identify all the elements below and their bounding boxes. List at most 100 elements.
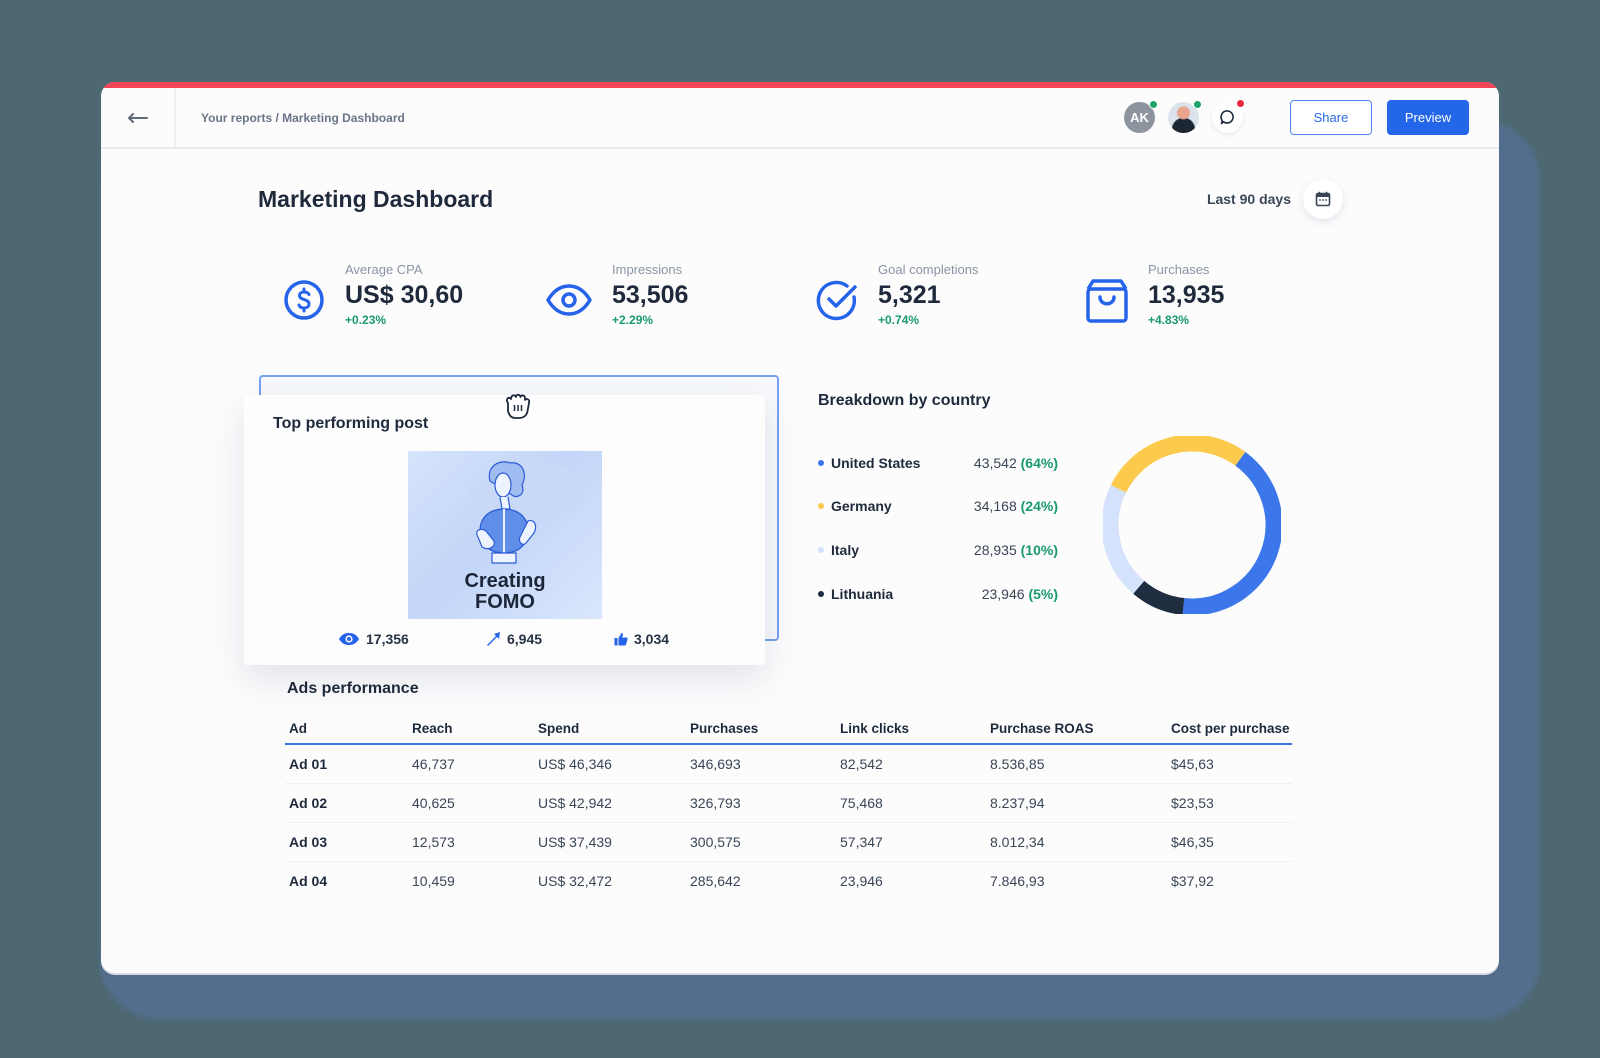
donut-segment-lithuania[interactable] [1133,580,1185,614]
kpi-value: 13,935 [1148,281,1225,309]
cell-spend: US$ 42,942 [534,783,686,823]
kpi-row: Average CPA US$ 30,60 +0.23% Impressions… [101,262,1499,342]
kpi-average-cpa: Average CPA US$ 30,60 +0.23% [281,262,463,327]
thumbs-up-icon [614,633,628,646]
cell-spend: US$ 32,472 [538,872,612,889]
dashboard-window: Your reports / Marketing Dashboard AK Sh… [101,82,1499,973]
country-count: 23,946 [981,586,1025,602]
column-header-reach[interactable]: Reach [408,714,534,745]
post-thumbnail[interactable]: Creating FOMO [408,451,602,619]
country-percent: (24%) [1020,498,1058,514]
table-row[interactable]: Ad 01 46,737 US$ 46,346 346,693 82,542 8… [285,744,1292,784]
legend-dot [818,547,824,553]
cell-spend: US$ 46,346 [534,744,686,784]
post-likes-value: 3,034 [634,631,670,647]
header-actions: AK Share Preview [1124,88,1469,147]
preview-button[interactable]: Preview [1387,100,1469,135]
calendar-button[interactable] [1303,179,1343,219]
caption-line-1: Creating [464,570,546,592]
share-button[interactable]: Share [1290,100,1372,135]
eye-icon [546,284,592,316]
column-header-ad[interactable]: Ad [285,714,408,745]
kpi-label: Average CPA [345,262,423,277]
country-row-lithuania: Lithuania 23,946 (5%) [818,584,1058,604]
comments-button[interactable] [1212,99,1245,133]
notification-dot [1236,99,1245,108]
cell-purchases: 346,693 [686,744,836,784]
ads-performance-title: Ads performance [287,680,419,697]
top-post-widget[interactable]: Top performing post Creating FOMO 17 [244,395,765,665]
kpi-label: Goal completions [878,262,979,277]
column-header-purchase-roas[interactable]: Purchase ROAS [986,714,1167,745]
avatar-initials: AK [1130,110,1149,125]
table-row[interactable]: Ad 03 12,573 US$ 37,439 300,575 57,347 8… [285,822,1292,862]
date-range-picker[interactable]: Last 90 days [1207,179,1343,219]
donut-segment-italy[interactable] [1103,484,1145,594]
post-views: 17,356 [338,631,409,647]
kpi-delta: +0.74% [878,313,920,327]
cell-link-clicks: 75,468 [836,783,986,823]
cell-purchase-roas: 8.536,85 [986,744,1167,784]
cell-reach: 10,459 [412,872,455,889]
table-row[interactable]: Ad 04 10,459 US$ 32,472 285,642 23,946 7… [285,861,1292,900]
country-value: 23,946 (5%) [982,586,1058,602]
shopping-bag-icon [1086,279,1128,323]
post-thumbnail-caption: Creating FOMO [408,571,602,613]
country-value: 28,935 (10%) [974,542,1058,558]
eye-icon [339,633,359,645]
widget-title: Top performing post [273,415,429,432]
kpi-delta: +4.83% [1148,313,1190,327]
cell-ad: Ad 04 [289,872,328,889]
cell-purchases: 300,575 [686,822,836,862]
post-views-value: 17,356 [366,631,409,647]
cell-reach: 12,573 [408,822,534,862]
top-accent-bar [101,82,1499,88]
ads-performance-table: Ad Reach Spend Purchases Link clicks Pur… [285,714,1292,900]
calendar-icon [1315,191,1331,207]
app-header: Your reports / Marketing Dashboard AK Sh… [101,88,1499,149]
column-header-cost-per-purchase[interactable]: Cost per purchase [1167,714,1292,745]
country-breakdown-title: Breakdown by country [818,392,991,409]
breadcrumb[interactable]: Your reports / Marketing Dashboard [201,110,405,125]
cell-reach: 40,625 [408,783,534,823]
back-button[interactable] [101,88,176,147]
kpi-label: Purchases [1148,262,1210,277]
cell-cost-per-purchase: $45,63 [1167,744,1292,784]
column-header-purchases[interactable]: Purchases [686,714,836,745]
donut-segment-united-states[interactable] [1182,451,1281,614]
column-header-link-clicks[interactable]: Link clicks [836,714,986,745]
country-percent: (5%) [1028,586,1058,602]
cell-link-clicks: 57,347 [836,822,986,862]
country-donut-chart[interactable] [1103,436,1281,614]
country-row-united-states: United States 43,542 (64%) [818,453,1058,473]
column-header-spend[interactable]: Spend [534,714,686,745]
kpi-label: Impressions [612,262,683,277]
legend-dot [818,503,824,509]
country-name: Germany [831,498,892,514]
legend-dot [818,591,824,597]
cell-ad: Ad 01 [285,744,408,784]
country-percent: (64%) [1020,455,1058,471]
cell-link-clicks: 23,946 [840,872,883,889]
date-range-label: Last 90 days [1206,191,1291,207]
legend-dot [818,460,824,466]
table-row[interactable]: Ad 02 40,625 US$ 42,942 326,793 75,468 8… [285,783,1292,823]
kpi-goal-completions: Goal completions 5,321 +0.74% [814,262,978,327]
country-count: 34,168 [973,498,1017,514]
country-value: 34,168 (24%) [974,498,1058,514]
cell-purchases: 326,793 [686,783,836,823]
check-circle-icon [816,280,857,321]
post-shares: 6,945 [485,631,542,647]
country-percent: (10%) [1020,542,1058,558]
avatar-ak[interactable]: AK [1124,100,1158,133]
person-illustration-icon [468,461,588,564]
table-header-row: Ad Reach Spend Purchases Link clicks Pur… [285,714,1292,745]
cell-cost-per-purchase: $23,53 [1167,783,1292,823]
kpi-delta: +2.29% [612,313,654,327]
grab-cursor-icon [506,393,531,419]
cell-purchases: 285,642 [690,872,741,889]
donut-segment-germany[interactable] [1110,436,1246,493]
country-row-germany: Germany 34,168 (24%) [818,496,1058,516]
cell-ad: Ad 03 [285,822,408,862]
avatar-user-photo[interactable] [1168,100,1202,133]
